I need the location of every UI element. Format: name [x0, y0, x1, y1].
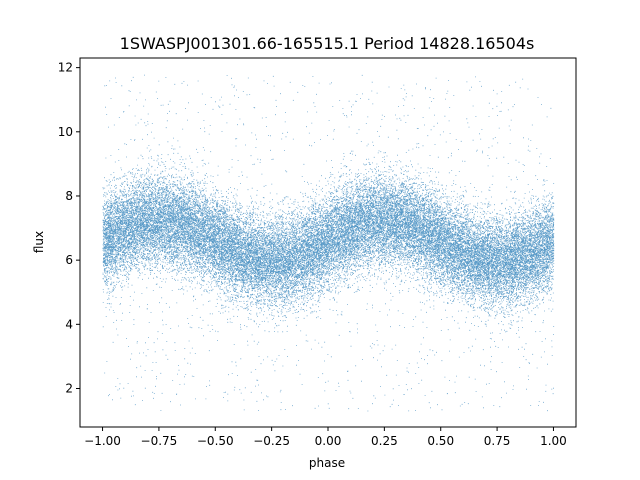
- chart-title: 1SWASPJ001301.66-165515.1 Period 14828.1…: [120, 34, 535, 53]
- y-axis: 2 4 6 8 10 12: [58, 61, 80, 395]
- scatter-points: [102, 74, 555, 412]
- x-tick-label: −0.25: [253, 434, 290, 448]
- plot-area: [102, 74, 555, 412]
- x-axis-label: phase: [309, 456, 345, 470]
- x-tick-label: 0.75: [484, 434, 511, 448]
- y-tick-label: 6: [65, 253, 73, 267]
- x-tick-label: −0.50: [197, 434, 234, 448]
- y-tick-label: 10: [58, 125, 73, 139]
- x-axis: −1.00 −0.75 −0.50 −0.25 0.00 0.25 0.50 0.75 1.00: [84, 427, 567, 448]
- y-axis-label: flux: [32, 231, 46, 253]
- y-tick-label: 12: [58, 61, 73, 75]
- x-tick-label: 0.50: [427, 434, 454, 448]
- x-tick-label: −1.00: [84, 434, 121, 448]
- x-tick-label: −0.75: [141, 434, 178, 448]
- x-tick-label: 0.25: [371, 434, 398, 448]
- y-tick-label: 2: [65, 381, 73, 395]
- x-tick-label: 0.00: [315, 434, 342, 448]
- y-tick-label: 4: [65, 317, 73, 331]
- x-tick-label: 1.00: [540, 434, 567, 448]
- y-tick-label: 8: [65, 189, 73, 203]
